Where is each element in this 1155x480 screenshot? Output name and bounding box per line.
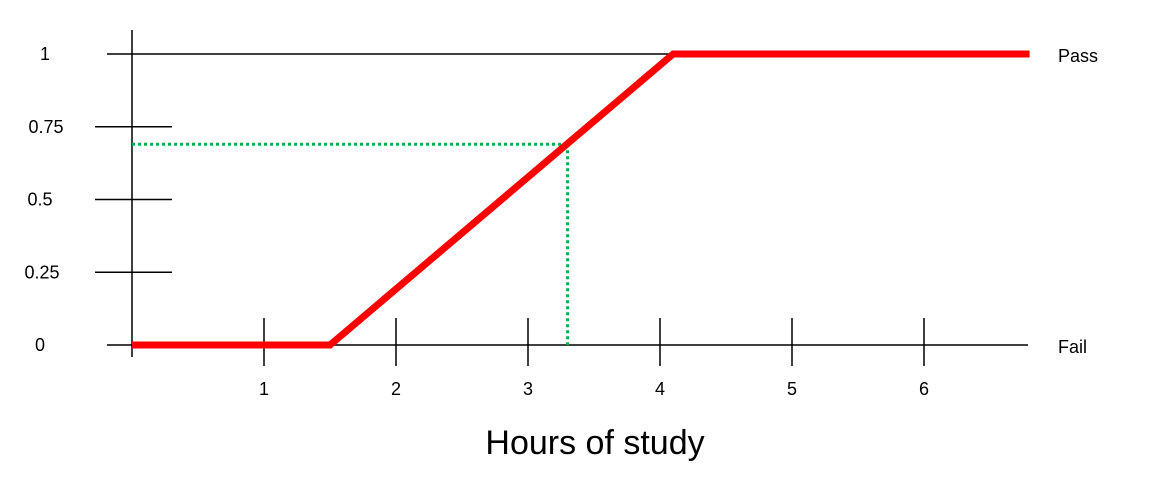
y-tick-label: 1 [40, 44, 50, 64]
labels-layer: 0 0.25 0.5 0.75 1 1 2 3 4 5 6 Pass Fail [24, 44, 1098, 399]
x-tick-label: 2 [391, 379, 401, 399]
x-tick-label: 4 [655, 379, 665, 399]
y-tick-label: 0.5 [27, 190, 52, 210]
y-tick-label: 0 [35, 335, 45, 355]
x-tick-label: 6 [919, 379, 929, 399]
y-tick-label: 0.75 [28, 117, 63, 137]
series-line [132, 50, 1030, 349]
x-tick-label: 3 [523, 379, 533, 399]
x-tick-label: 5 [787, 379, 797, 399]
y-tick-label: 0.25 [24, 262, 59, 282]
series-layer [132, 50, 1030, 349]
fail-label: Fail [1058, 337, 1087, 357]
pass-label: Pass [1058, 46, 1098, 66]
x-axis-label: Hours of study [485, 424, 704, 462]
ticks-layer [95, 126, 925, 366]
x-tick-label: 1 [259, 379, 269, 399]
reference-lines-layer [132, 142, 570, 345]
